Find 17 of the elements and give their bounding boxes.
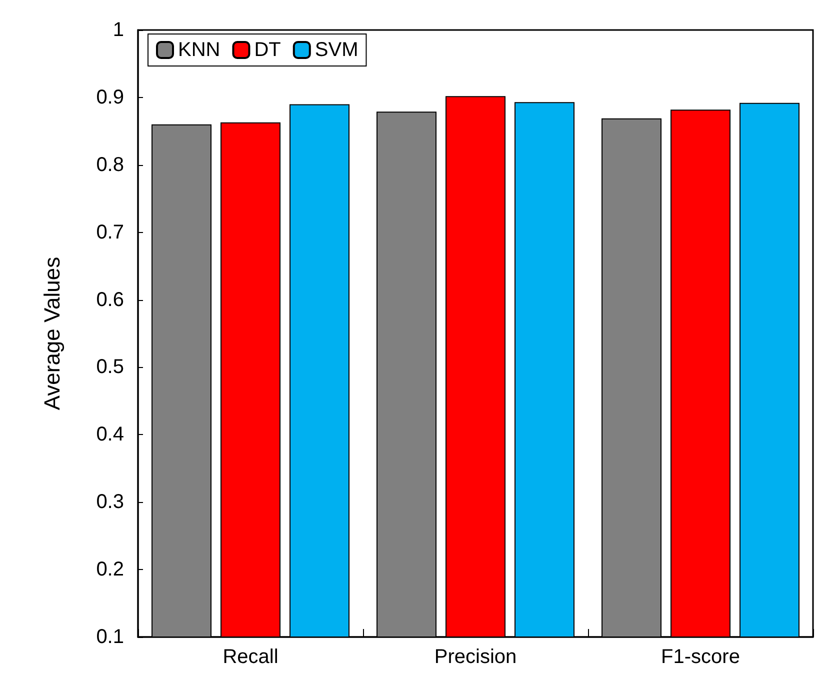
- x-tick-label: Precision: [434, 646, 517, 668]
- x-tick-label: Recall: [222, 646, 278, 668]
- legend-label: KNN: [178, 39, 220, 61]
- y-tick-label: 0.1: [96, 626, 124, 648]
- y-tick-label: 0.3: [96, 491, 124, 514]
- y-tick-label: 0.2: [96, 558, 124, 581]
- y-tick-label: 0.4: [96, 424, 124, 446]
- y-tick-label: 1: [112, 19, 124, 41]
- y-tick-label: 0.8: [96, 154, 124, 176]
- x-tick-label: F1-score: [661, 646, 740, 668]
- y-tick-label: 0.9: [96, 86, 124, 108]
- y-tick-label: 0.6: [96, 288, 124, 311]
- legend-label: DT: [254, 39, 281, 61]
- y-tick-label: 0.5: [96, 356, 124, 378]
- y-tick-label: 0.7: [96, 221, 124, 244]
- legend-label: SVM: [314, 39, 358, 61]
- y-axis-title: Average Values: [40, 256, 64, 410]
